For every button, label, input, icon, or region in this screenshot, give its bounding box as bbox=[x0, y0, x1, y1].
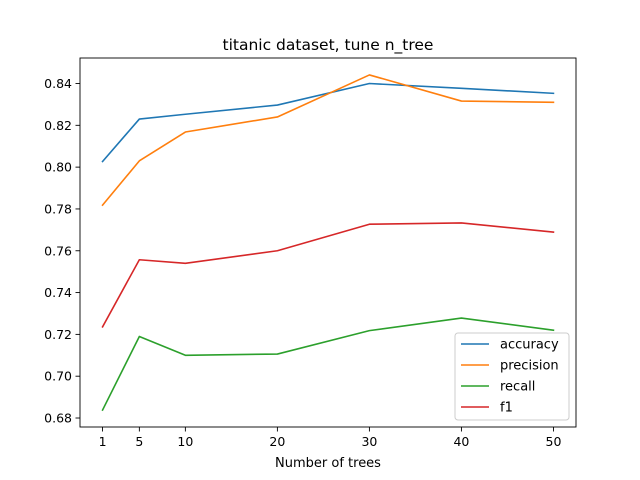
x-tick-label: 50 bbox=[546, 434, 562, 449]
series-lines bbox=[101, 74, 555, 412]
legend-label-precision: precision bbox=[500, 359, 559, 374]
x-tick-label: 20 bbox=[269, 434, 285, 449]
legend-label-accuracy: accuracy bbox=[500, 338, 559, 353]
x-axis-label: Number of trees bbox=[275, 456, 381, 471]
legend-box bbox=[454, 332, 570, 421]
series-line-accuracy bbox=[101, 82, 555, 163]
x-tick-label: 1 bbox=[99, 434, 107, 449]
legend: accuracy precision recall f1 bbox=[454, 332, 570, 421]
y-tick-label: 0.70 bbox=[44, 369, 72, 384]
y-tick-label: 0.74 bbox=[44, 285, 72, 300]
y-tick-label: 0.82 bbox=[44, 118, 72, 133]
x-tick-label: 10 bbox=[177, 434, 193, 449]
y-tick-label: 0.68 bbox=[44, 411, 72, 426]
y-tick-label: 0.78 bbox=[44, 201, 72, 216]
axes: 1 5 10 20 30 40 50 0.68 0.70 0.72 0.74 0.76 0.78 0.80… bbox=[44, 57, 577, 449]
legend-label-f1: f1 bbox=[500, 401, 513, 416]
x-tick-label: 5 bbox=[135, 434, 143, 449]
y-tick-label: 0.84 bbox=[44, 76, 72, 91]
y-tick-label: 0.76 bbox=[44, 243, 72, 258]
series-line-f1 bbox=[101, 222, 555, 328]
x-tick-label: 30 bbox=[361, 434, 377, 449]
y-tick-label: 0.72 bbox=[44, 327, 72, 342]
chart-title: titanic dataset, tune n_tree bbox=[223, 36, 434, 55]
axes-frame bbox=[79, 57, 577, 428]
legend-label-recall: recall bbox=[500, 380, 535, 395]
series-line-recall bbox=[101, 317, 555, 412]
x-tick-label: 40 bbox=[453, 434, 469, 449]
y-tick-label: 0.80 bbox=[44, 160, 72, 175]
series-line-precision bbox=[101, 74, 555, 207]
